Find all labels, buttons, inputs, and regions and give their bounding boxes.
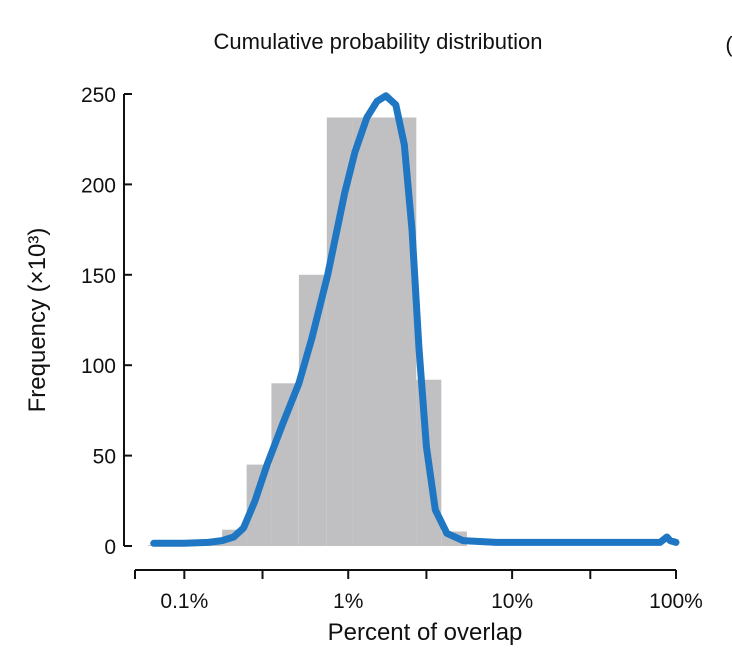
- x-tick-label: 0.1%: [160, 590, 208, 613]
- histogram-bar: [298, 274, 327, 546]
- y-tick-label: 0: [104, 536, 116, 559]
- y-tick-label: 150: [81, 265, 116, 288]
- edge-mark: (: [725, 32, 732, 57]
- y-axis-title: Frequency (×10³): [24, 228, 51, 413]
- y-tick-label: 250: [81, 84, 116, 107]
- y-tick-label: 100: [81, 355, 116, 378]
- x-tick-label: 1%: [333, 590, 363, 613]
- distribution-curve: [150, 92, 680, 547]
- chart-title: Cumulative probability distribution: [214, 29, 543, 54]
- x-tick-label: 10%: [491, 590, 533, 613]
- y-tick-label: 200: [81, 174, 116, 197]
- y-tick-label: 50: [93, 446, 116, 469]
- x-axis-title: Percent of overlap: [328, 619, 523, 646]
- histogram-bar: [271, 383, 299, 546]
- x-tick-label: 100%: [649, 590, 703, 613]
